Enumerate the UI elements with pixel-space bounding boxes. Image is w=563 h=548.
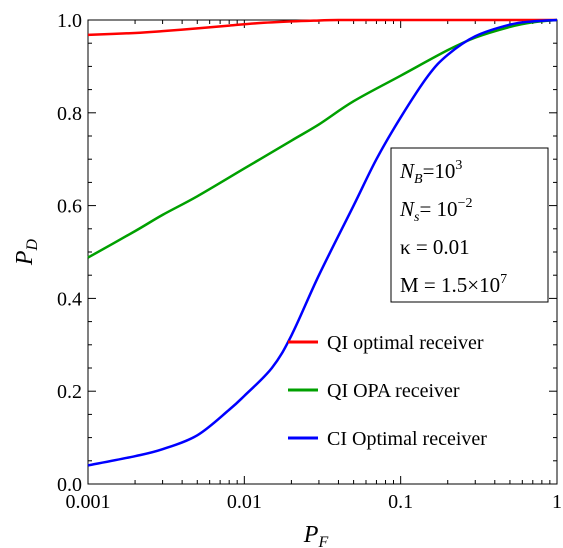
y-tick-label: 1.0 — [57, 10, 82, 32]
x-tick-label: 0.001 — [66, 491, 111, 513]
series-layer — [87, 18, 558, 467]
param-m: M = 1.5×107 — [400, 272, 507, 297]
y-tick-label: 0.0 — [57, 474, 82, 496]
legend-label-qi-optimal: QI optimal receiver — [327, 332, 484, 354]
x-tick-label: 1 — [552, 491, 562, 513]
series-line-ci-optimal — [87, 18, 558, 467]
legend-label-ci-optimal: CI Optimal receiver — [327, 428, 487, 450]
x-tick-label: 0.1 — [388, 491, 413, 513]
legend-label-qi-opa: QI OPA receiver — [327, 380, 460, 402]
series-line-qi-optimal — [87, 18, 557, 37]
tick-marks — [87, 19, 558, 485]
y-axis-label: PD — [12, 238, 41, 266]
y-tick-label: 0.4 — [57, 288, 82, 310]
tick-labels: 0.001 0.01 0.1 1 0.0 0.2 0.4 0.6 0.8 1.0 — [57, 10, 562, 513]
legend: QI optimal receiver QI OPA receiver CI O… — [288, 332, 487, 450]
series-line-qi-opa — [87, 18, 558, 259]
param-nb: NB=103 — [399, 158, 462, 187]
x-axis-label: PF — [303, 522, 329, 548]
parameter-box-frame — [390, 147, 549, 303]
param-kappa: κ = 0.01 — [400, 235, 470, 259]
parameter-box: NB=103 Ns= 10−2 κ = 0.01 M = 1.5×107 — [390, 147, 549, 303]
y-tick-label: 0.6 — [57, 196, 82, 218]
x-tick-label: 0.01 — [227, 491, 262, 513]
y-tick-label: 0.8 — [57, 103, 82, 125]
y-tick-label: 0.2 — [57, 381, 82, 403]
param-ns: Ns= 10−2 — [399, 196, 472, 225]
